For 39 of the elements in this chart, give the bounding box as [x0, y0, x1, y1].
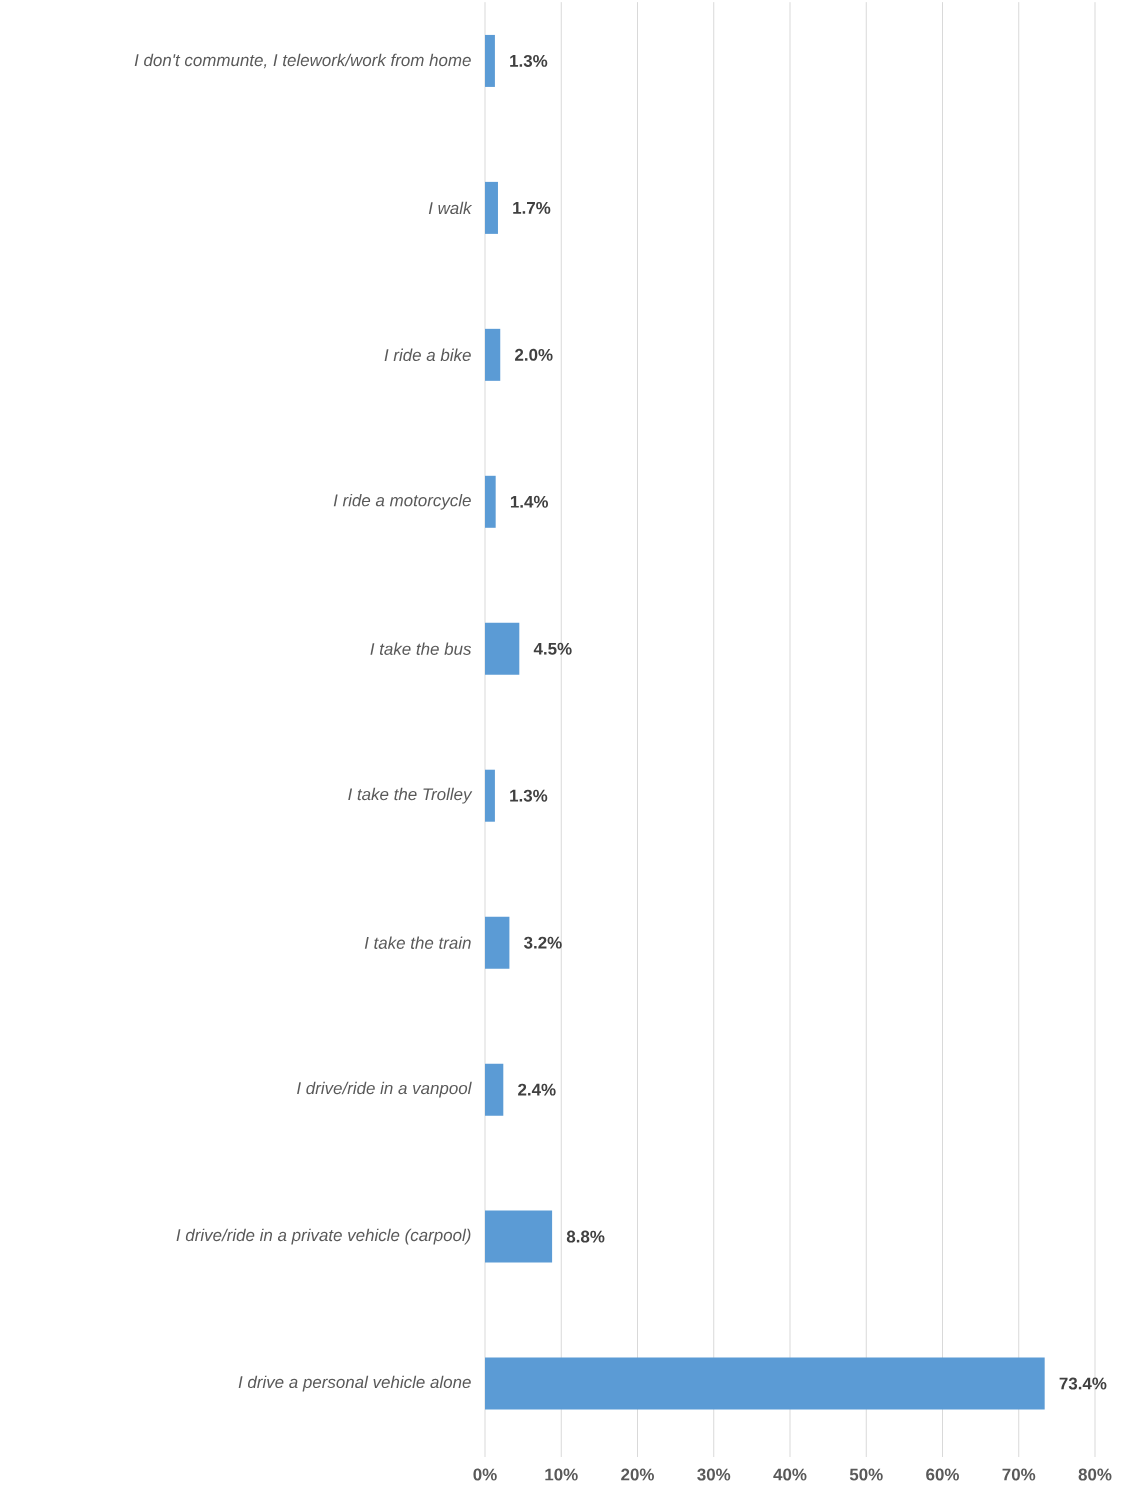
x-tick-label: 70%	[1002, 1468, 1036, 1481]
data-label: 1.3%	[510, 54, 548, 67]
x-tick-label: 50%	[849, 1468, 883, 1481]
data-label: 1.3%	[510, 789, 548, 802]
x-tick-label: 30%	[697, 1468, 731, 1481]
data-label: 1.4%	[510, 495, 549, 508]
y-tick-label: I drive a personal vehicle alone	[238, 1375, 471, 1392]
bar	[485, 1063, 504, 1116]
data-label: 2.0%	[515, 348, 553, 361]
y-tick-label: I drive/ride in a private vehicle (carpool)	[176, 1228, 471, 1245]
y-tick-label: I don't communte, I telework/work from home	[134, 53, 471, 69]
y-tick-label: I take the bus	[370, 642, 472, 655]
data-label: 8.8%	[566, 1230, 605, 1243]
data-label: 3.2%	[523, 936, 562, 949]
data-label: 1.7%	[513, 201, 551, 214]
y-tick-label: I drive/ride in a vanpool	[297, 1081, 472, 1098]
x-tick-label: 0%	[473, 1468, 497, 1481]
bar	[485, 769, 495, 822]
bar	[485, 1357, 1045, 1410]
bar	[485, 181, 498, 234]
y-tick-label: I ride a bike	[384, 348, 471, 362]
y-tick-label: I take the Trolley	[348, 787, 473, 804]
x-tick-label: 10%	[545, 1468, 578, 1481]
data-label: 4.5%	[533, 642, 572, 655]
bar	[485, 1210, 553, 1263]
bar	[485, 34, 495, 87]
data-label: 73.4%	[1059, 1377, 1107, 1390]
data-label: 2.4%	[518, 1083, 556, 1096]
bar	[485, 916, 510, 969]
y-tick-label: I walk	[428, 201, 473, 215]
bar	[485, 475, 496, 528]
y-tick-label: I take the train	[364, 936, 471, 949]
y-tick-label: I ride a motorcycle	[333, 493, 471, 510]
x-tick-label: 60%	[926, 1468, 959, 1481]
x-tick-label: 80%	[1078, 1468, 1112, 1481]
bar	[485, 622, 520, 675]
bar	[485, 328, 501, 381]
x-tick-label: 40%	[773, 1468, 807, 1481]
x-tick-label: 20%	[621, 1468, 654, 1481]
